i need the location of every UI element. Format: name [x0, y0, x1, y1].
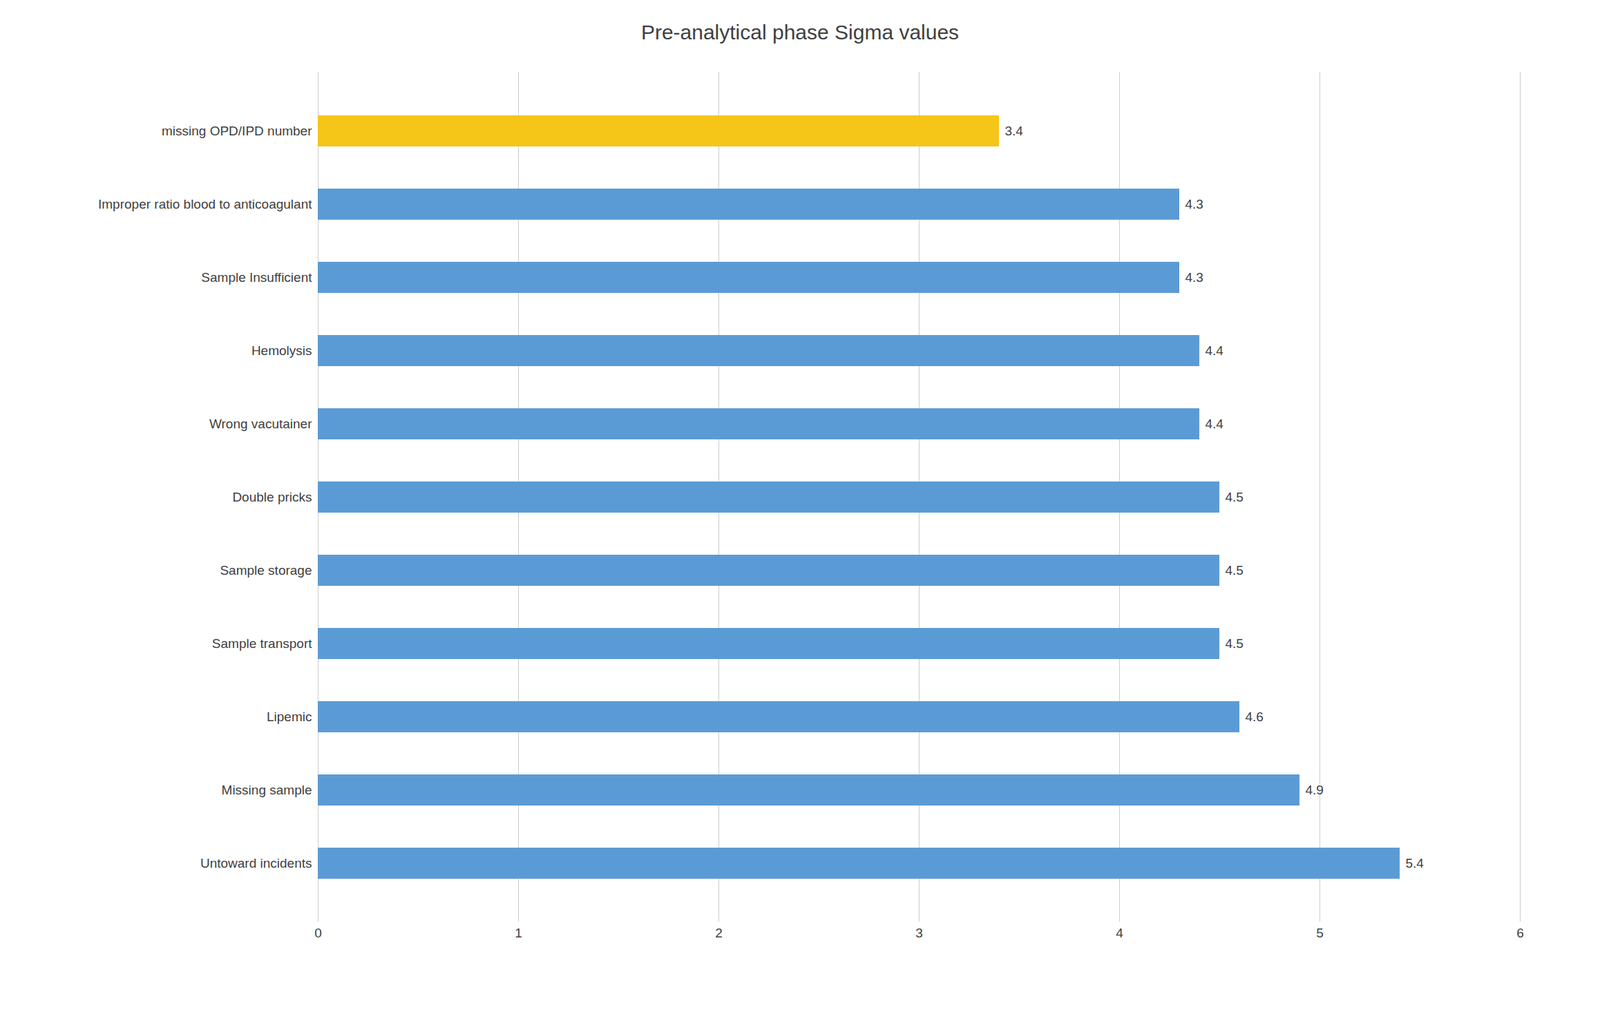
- svg-text:4.3: 4.3: [1185, 270, 1204, 285]
- svg-text:5.4: 5.4: [1405, 855, 1425, 871]
- svg-text:Sample Insufficient: Sample Insufficient: [201, 270, 313, 285]
- html-text:Pre-analytical phase Sigma val: Pre-analytical phase Sigma values: [641, 20, 959, 44]
- svg-text:Wrong vacutainer: Wrong vacutainer: [209, 416, 313, 432]
- svg-text:4: 4: [1115, 925, 1124, 941]
- svg-text:Hemolysis: Hemolysis: [251, 343, 313, 358]
- svg-text:4.4: 4.4: [1205, 343, 1225, 358]
- svg-text:1: 1: [514, 925, 523, 941]
- svg-text:4.4: 4.4: [1205, 416, 1225, 432]
- svg-text:6: 6: [1516, 925, 1525, 941]
- svg-text:Double pricks: Double pricks: [232, 489, 312, 505]
- svg-text:2: 2: [715, 925, 723, 941]
- svg-text:4.9: 4.9: [1305, 782, 1324, 798]
- svg-text:3: 3: [915, 925, 923, 941]
- svg-text:4.5: 4.5: [1225, 563, 1244, 578]
- svg-text:missing OPD/IPD number: missing OPD/IPD number: [161, 123, 313, 139]
- svg-text:Untoward incidents: Untoward incidents: [200, 855, 313, 871]
- svg-text:0: 0: [314, 925, 322, 941]
- svg-text:Sample storage: Sample storage: [219, 563, 312, 578]
- svg-text:Missing sample: Missing sample: [221, 782, 313, 798]
- svg-text:4.5: 4.5: [1225, 489, 1244, 505]
- svg-text:4.3: 4.3: [1185, 196, 1204, 212]
- svg-text:3.4: 3.4: [1005, 123, 1024, 139]
- svg-text:Lipemic: Lipemic: [266, 709, 312, 725]
- svg-text:4.6: 4.6: [1245, 709, 1264, 725]
- svg-text:Improper ratio blood to antico: Improper ratio blood to anticoagulant: [98, 196, 313, 212]
- svg-text:Sample transport: Sample transport: [212, 636, 313, 651]
- svg-text:4.5: 4.5: [1225, 636, 1244, 651]
- svg-text:5: 5: [1316, 925, 1324, 941]
